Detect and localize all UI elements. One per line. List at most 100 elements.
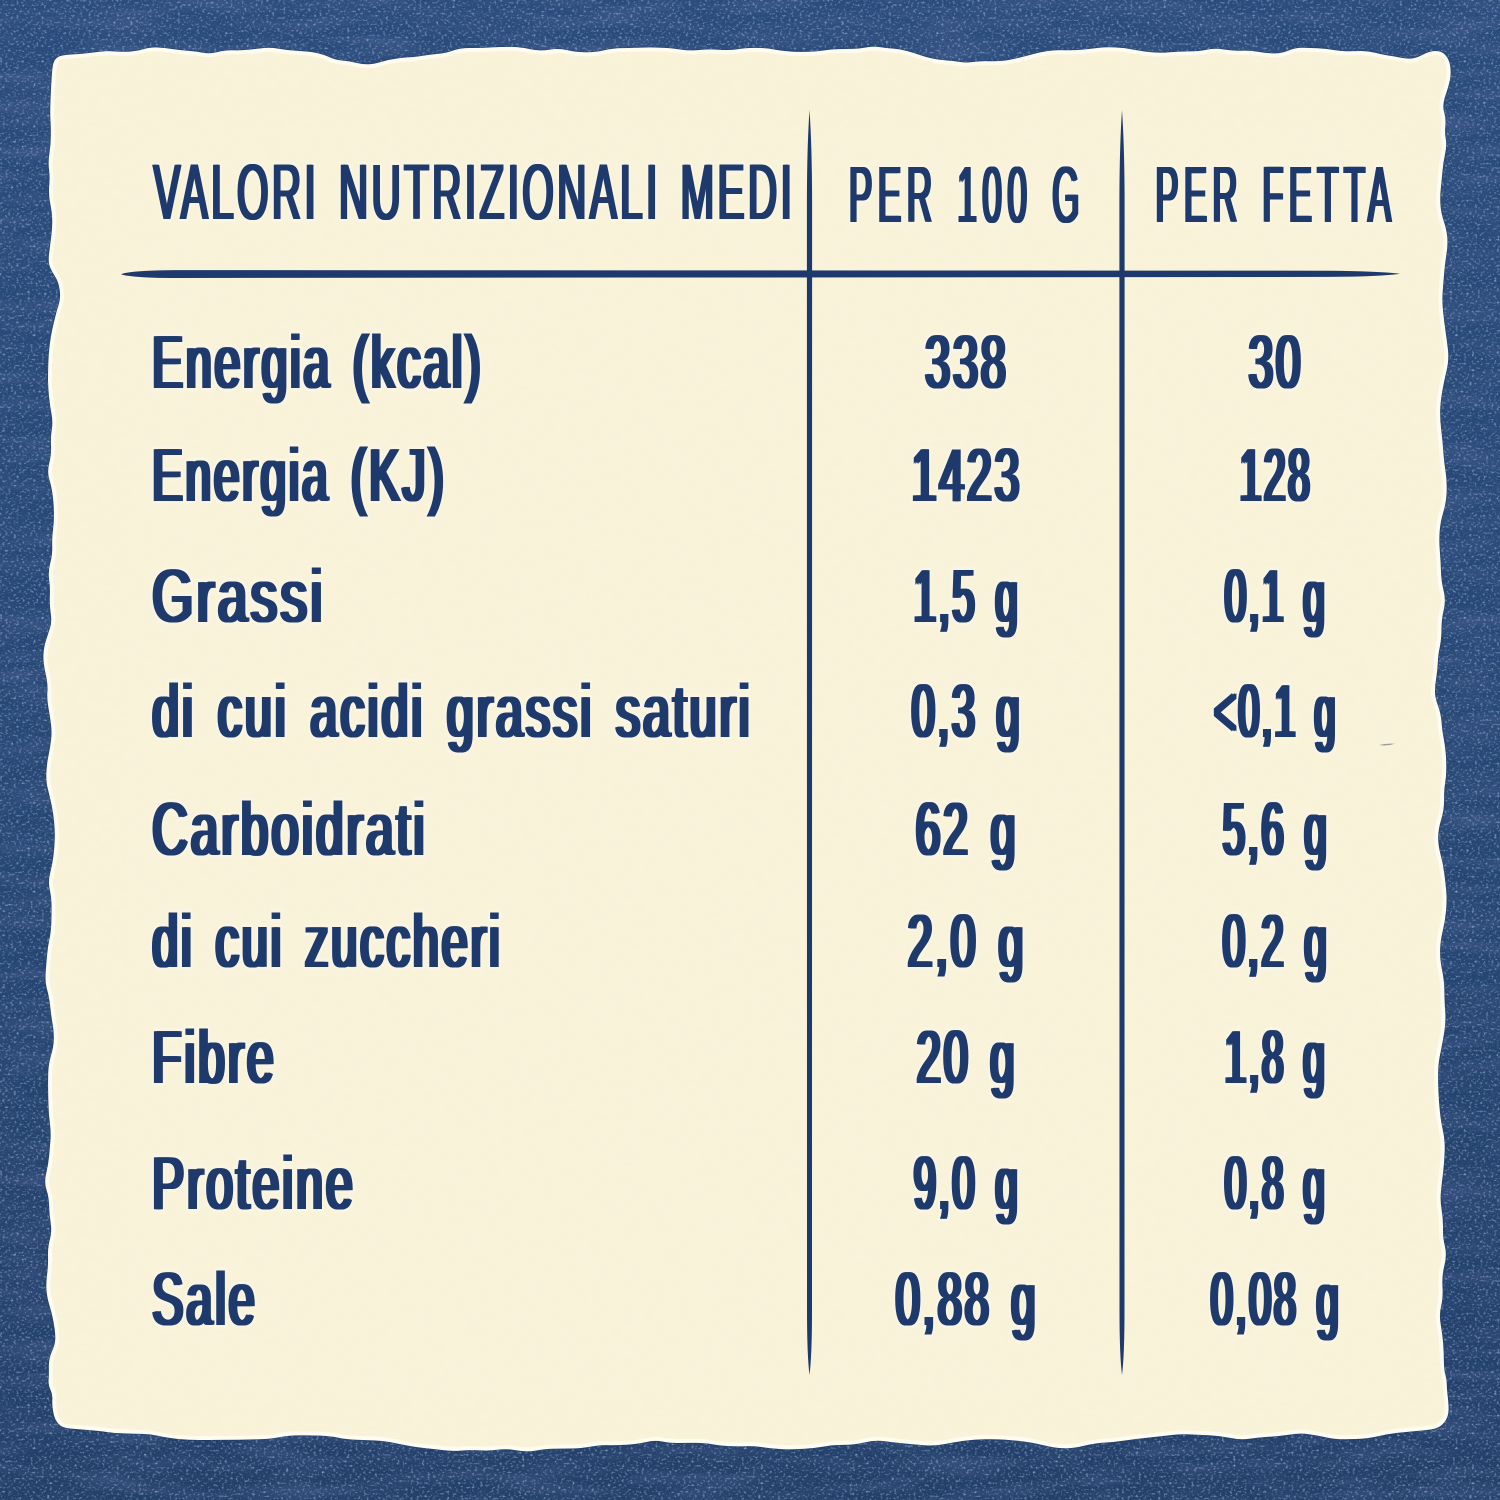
svg-text:2,0 g: 2,0 g (906, 900, 1024, 984)
svg-text:Sale: Sale (155, 1259, 260, 1342)
svg-text:1,8 g: 1,8 g (1227, 1015, 1329, 1099)
svg-text:9,0 g: 9,0 g (912, 1142, 1018, 1226)
svg-text:di cui zuccheri: di cui zuccheri (155, 901, 505, 984)
svg-text:Energia (kcal): Energia (kcal) (150, 322, 481, 405)
svg-text:128: 128 (1239, 433, 1311, 517)
svg-text:1423: 1423 (914, 434, 1025, 518)
svg-text:0,8 g: 0,8 g (1227, 1141, 1329, 1225)
svg-text:128: 128 (1238, 433, 1310, 517)
svg-text:0,88 g: 0,88 g (894, 1258, 1036, 1341)
svg-text:Sale: Sale (150, 1259, 255, 1342)
svg-text:<0,1 g: <0,1 g (1217, 669, 1340, 754)
svg-text:338: 338 (923, 321, 1006, 405)
svg-text:Carboidrati: Carboidrati (152, 789, 427, 872)
svg-text:128: 128 (1242, 433, 1314, 517)
svg-text:1,8 g: 1,8 g (1223, 1015, 1325, 1099)
svg-text:0,88 g: 0,88 g (898, 1258, 1040, 1341)
svg-text:30: 30 (1247, 321, 1301, 405)
svg-text:Sale: Sale (150, 1259, 255, 1342)
svg-text:0,1 g: 0,1 g (1227, 554, 1329, 638)
svg-text:0,2 g: 0,2 g (1224, 900, 1330, 984)
svg-text:Grassi: Grassi (153, 554, 326, 638)
svg-text:0,08 g: 0,08 g (1213, 1258, 1343, 1342)
svg-text:<0,1 g: <0,1 g (1212, 669, 1335, 754)
svg-text:0,08 g: 0,08 g (1209, 1258, 1339, 1342)
svg-text:0,08 g: 0,08 g (1212, 1258, 1342, 1342)
svg-text:0,8 g: 0,8 g (1223, 1141, 1325, 1225)
svg-text:0,88 g: 0,88 g (894, 1258, 1036, 1341)
svg-text:Fibre: Fibre (153, 1016, 277, 1100)
svg-text:0,1 g: 0,1 g (1223, 554, 1325, 638)
svg-text:1,8 g: 1,8 g (1224, 1015, 1326, 1099)
svg-text:5,6 g: 5,6 g (1221, 788, 1327, 872)
svg-text:62 g: 62 g (917, 788, 1019, 872)
svg-text:0,8 g: 0,8 g (1226, 1141, 1328, 1225)
svg-text:Grassi: Grassi (150, 554, 323, 638)
svg-text:Fibre: Fibre (150, 1016, 274, 1100)
svg-text:PER FETTA: PER FETTA (1157, 151, 1398, 241)
svg-text:5,6 g: 5,6 g (1225, 788, 1331, 872)
svg-text:338: 338 (925, 321, 1008, 405)
svg-text:0,3 g: 0,3 g (914, 669, 1024, 753)
svg-text:PER FETTA: PER FETTA (1156, 151, 1397, 241)
svg-text:VALORI NUTRIZIONALI MEDI: VALORI NUTRIZIONALI MEDI (154, 148, 796, 236)
svg-text:Energia (KJ): Energia (KJ) (155, 435, 449, 518)
svg-text:di cui zuccheri: di cui zuccheri (150, 901, 500, 984)
svg-text:20 g: 20 g (918, 1016, 1018, 1099)
svg-text:Proteine: Proteine (155, 1142, 358, 1225)
svg-text:PER 100 G: PER 100 G (851, 151, 1087, 240)
svg-text:5,6 g: 5,6 g (1224, 788, 1330, 872)
svg-text:1423: 1423 (909, 434, 1020, 518)
svg-text:Fibre: Fibre (155, 1016, 279, 1100)
svg-text:128: 128 (1238, 433, 1310, 517)
svg-text:2,0 g: 2,0 g (910, 900, 1028, 984)
svg-text:0,08 g: 0,08 g (1210, 1258, 1340, 1342)
svg-text:di cui zuccheri: di cui zuccheri (153, 901, 503, 984)
svg-text:30: 30 (1247, 321, 1301, 405)
svg-text:di cui zuccheri: di cui zuccheri (152, 901, 502, 984)
svg-text:62 g: 62 g (914, 788, 1016, 872)
svg-text:PER 100 G: PER 100 G (848, 151, 1084, 240)
svg-text:0,1 g: 0,1 g (1226, 554, 1328, 638)
svg-text:di cui zuccheri: di cui zuccheri (150, 901, 500, 984)
svg-text:di cui acidi grassi saturi: di cui acidi grassi saturi (153, 670, 753, 753)
svg-text:Grassi: Grassi (155, 554, 328, 638)
svg-text:1423: 1423 (909, 434, 1020, 518)
svg-text:62 g: 62 g (914, 788, 1016, 872)
svg-text:VALORI NUTRIZIONALI MEDI: VALORI NUTRIZIONALI MEDI (155, 148, 797, 236)
svg-text:0,8 g: 0,8 g (1224, 1141, 1326, 1225)
svg-text:0,88 g: 0,88 g (897, 1258, 1039, 1341)
svg-text:<0,1 g: <0,1 g (1214, 669, 1337, 754)
svg-text:62 g: 62 g (918, 788, 1020, 872)
svg-text:Energia (KJ): Energia (KJ) (153, 435, 447, 518)
svg-text:PER 100 G: PER 100 G (849, 151, 1085, 240)
svg-text:2,0 g: 2,0 g (907, 900, 1025, 984)
svg-text:Carboidrati: Carboidrati (150, 789, 425, 872)
svg-text:20 g: 20 g (915, 1016, 1015, 1099)
svg-text:30: 30 (1251, 321, 1305, 405)
svg-text:0,3 g: 0,3 g (910, 669, 1020, 753)
svg-text:2,0 g: 2,0 g (910, 900, 1028, 984)
svg-text:9,0 g: 9,0 g (912, 1142, 1018, 1226)
svg-text:<0,1 g: <0,1 g (1212, 669, 1335, 754)
svg-text:1423: 1423 (911, 434, 1022, 518)
svg-text:di cui zuccheri: di cui zuccheri (155, 901, 505, 984)
svg-text:Grassi: Grassi (150, 554, 323, 638)
svg-text:VALORI NUTRIZIONALI MEDI: VALORI NUTRIZIONALI MEDI (152, 148, 794, 236)
svg-text:<0,1 g: <0,1 g (1217, 669, 1340, 754)
svg-text:0,3 g: 0,3 g (914, 669, 1024, 753)
svg-text:0,2 g: 0,2 g (1221, 900, 1327, 984)
svg-text:VALORI NUTRIZIONALI MEDI: VALORI NUTRIZIONALI MEDI (152, 148, 794, 236)
svg-text:Carboidrati: Carboidrati (155, 789, 430, 872)
svg-text:2,0 g: 2,0 g (906, 900, 1024, 984)
svg-text:di cui acidi grassi saturi: di cui acidi grassi saturi (155, 670, 755, 753)
svg-text:Proteine: Proteine (150, 1142, 353, 1225)
svg-text:0,1 g: 0,1 g (1224, 554, 1326, 638)
svg-text:di cui acidi grassi saturi: di cui acidi grassi saturi (152, 670, 752, 753)
svg-text:20 g: 20 g (919, 1016, 1019, 1099)
svg-text:338: 338 (923, 321, 1006, 405)
svg-text:Proteine: Proteine (155, 1142, 358, 1225)
svg-text:0,2 g: 0,2 g (1222, 900, 1328, 984)
svg-text:0,8 g: 0,8 g (1223, 1141, 1325, 1225)
svg-text:62 g: 62 g (915, 788, 1017, 872)
